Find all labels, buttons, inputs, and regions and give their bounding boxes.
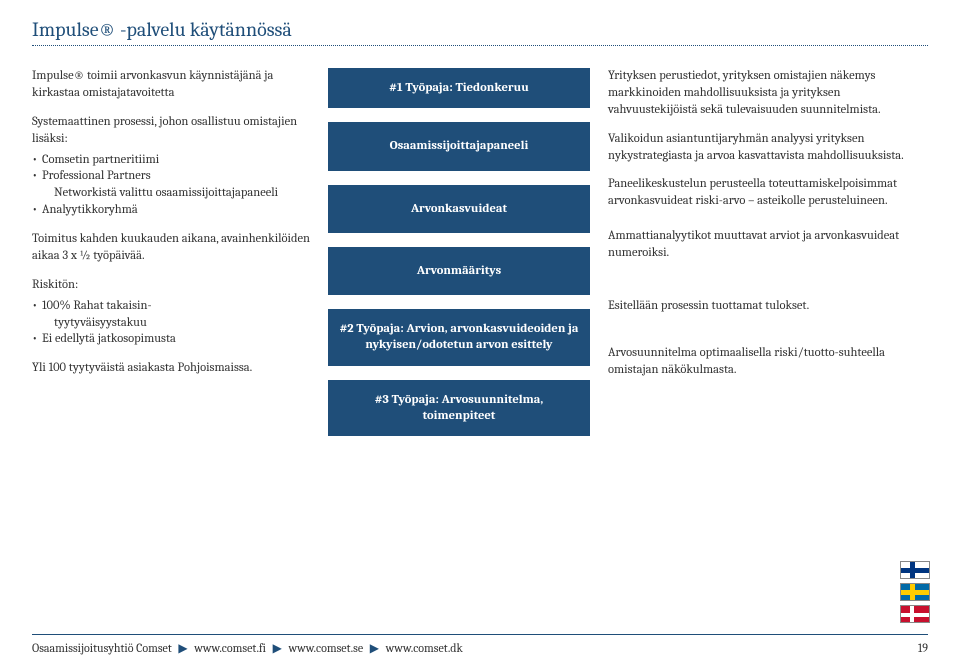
right-column: Yrityksen perustiedot, yrityksen omistaj… [608,68,928,436]
right-p5: Esitellään prosessin tuottamat tulokset. [608,298,928,315]
page-number: 19 [918,641,928,655]
page-title: Impulse® -palvelu käytännössä [32,18,928,46]
right-p3: Paneelikeskustelun perusteella toteuttam… [608,176,928,210]
flag-sweden-icon [900,583,930,601]
middle-column: #1 Työpaja: Tiedonkeruu Osaamissijoittaj… [328,68,590,436]
right-p4: Ammattianalyytikot muuttavat arviot ja a… [608,228,928,262]
left-p5: Yli 100 tyytyväistä asiakasta Pohjoismai… [32,360,310,377]
right-p6: Arvosuunnitelma optimaalisella riski/tuo… [608,345,928,379]
list-item: 100% Rahat takaisin- tyytyväisyystakuu [32,298,310,332]
footer-company: Osaamissijoitusyhtiö Comset [32,641,172,655]
list-item: Ei edellytä jatkosopimusta [32,331,310,348]
bullet-subtext: tyytyväisyystakuu [42,315,310,332]
box-panel: Osaamissijoittajapaneeli [328,122,590,170]
box-workshop-1: #1 Työpaja: Tiedonkeruu [328,68,590,108]
bullet-subtext: Networkistä valittu osaamissijoittajapan… [42,185,310,202]
bullet-text: Analyytikkoryhmä [42,203,138,217]
left-bullets-1: Comsetin partneritiimi Professional Part… [32,152,310,220]
triangle-icon: ▶ [178,641,187,655]
content-columns: Impulse® toimii arvonkasvun käynnistäjän… [32,68,928,436]
left-bullets-2: 100% Rahat takaisin- tyytyväisyystakuu E… [32,298,310,349]
bullet-text: 100% Rahat takaisin- [42,299,152,313]
list-item: Comsetin partneritiimi [32,152,310,169]
flag-group [900,561,930,623]
list-item: Analyytikkoryhmä [32,202,310,219]
right-p1: Yrityksen perustiedot, yrityksen omistaj… [608,68,928,119]
box-valuation: Arvonmääritys [328,247,590,295]
bullet-text: Professional Partners [42,169,151,183]
left-p4: Riskitön: [32,277,310,294]
page-footer: Osaamissijoitusyhtiö Comset ▶ www.comset… [32,634,928,655]
flag-denmark-icon [900,605,930,623]
box-workshop-2: #2 Työpaja: Arvion, arvonkasvuideoiden j… [328,309,590,366]
right-p2: Valikoidun asiantuntijaryhmän analyysi y… [608,131,928,165]
left-p2: Systemaattinen prosessi, johon osallistu… [32,114,310,148]
footer-left: Osaamissijoitusyhtiö Comset ▶ www.comset… [32,641,463,655]
bullet-text: Comsetin partneritiimi [42,153,159,167]
box-ideas: Arvonkasvuideat [328,185,590,233]
left-p1: Impulse® toimii arvonkasvun käynnistäjän… [32,68,310,102]
triangle-icon: ▶ [370,641,379,655]
footer-link-dk: www.comset.dk [386,641,463,655]
left-column: Impulse® toimii arvonkasvun käynnistäjän… [32,68,310,436]
footer-link-fi: www.comset.fi [194,641,266,655]
footer-link-se: www.comset.se [289,641,364,655]
left-p3: Toimitus kahden kuukauden aikana, avainh… [32,231,310,265]
flag-finland-icon [900,561,930,579]
list-item: Professional Partners Networkistä valitt… [32,168,310,202]
box-workshop-3: #3 Työpaja: Arvosuunnitelma, toimenpitee… [328,380,590,437]
triangle-icon: ▶ [273,641,282,655]
bullet-text: Ei edellytä jatkosopimusta [42,332,176,346]
